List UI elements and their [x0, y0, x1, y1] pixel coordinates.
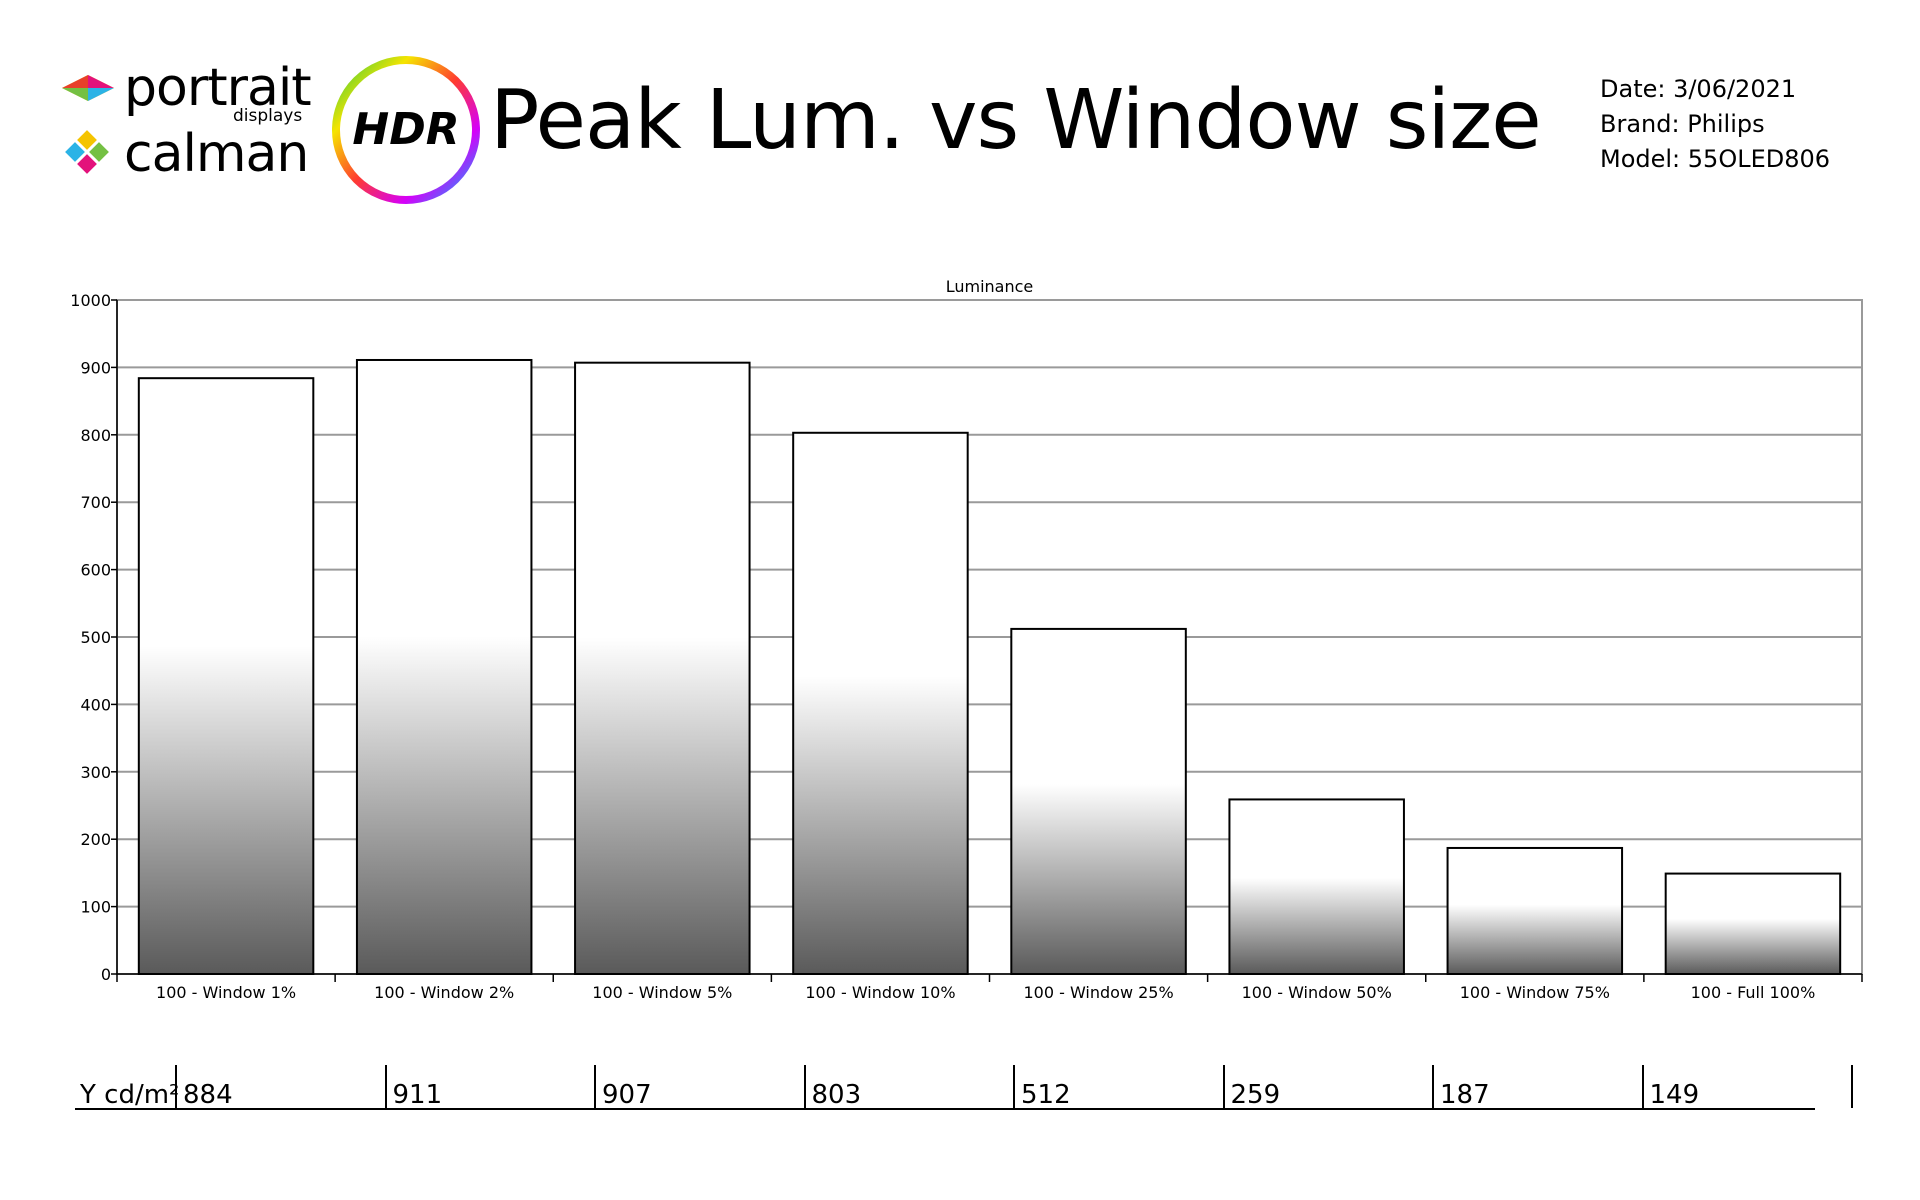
x-tick-label: 100 - Full 100% — [1691, 983, 1816, 1002]
y-tick-label: 200 — [80, 830, 111, 849]
hdr-badge-label: HDR — [352, 104, 459, 155]
y-tick-label: 1000 — [70, 291, 111, 310]
table-cell: 149 — [1641, 1065, 1852, 1110]
calman-wordmark: calman — [124, 124, 309, 184]
y-tick-label: 100 — [80, 898, 111, 917]
x-tick-label: 100 - Window 2% — [374, 983, 514, 1002]
chart-title: Luminance — [946, 277, 1034, 296]
portrait-sub-wordmark: displays — [233, 106, 303, 126]
y-tick-label: 0 — [101, 965, 111, 984]
y-tick-label: 500 — [80, 628, 111, 647]
portrait-displays-logo: portrait — [58, 58, 312, 118]
luminance-chart: Luminance 0 100 200 300 400 500 600 700 800 900 100… — [0, 260, 1920, 1020]
table-cell: 911 — [384, 1065, 595, 1110]
table-cell: 907 — [594, 1065, 804, 1110]
x-tick-label: 100 - Window 75% — [1460, 983, 1610, 1002]
y-tick-label: 700 — [80, 493, 111, 512]
report-meta: Date: 3/06/2021 Brand: Philips Model: 55… — [1600, 72, 1830, 177]
luminance-chart-svg: Luminance 0 100 200 300 400 500 600 700 800 900 100… — [70, 277, 1863, 1002]
y-tick-label: 600 — [80, 561, 111, 580]
x-tick-label: 100 - Window 5% — [592, 983, 732, 1002]
bar — [1228, 798, 1405, 976]
y-tick-label: 800 — [80, 426, 111, 445]
calman-logo-icon — [65, 130, 109, 174]
table-cell: 884 — [175, 1065, 385, 1110]
data-table: Y cd/m² 884 911 907 803 512 259 187 149 — [75, 1065, 1853, 1110]
table-end-tick — [1851, 1065, 1853, 1108]
report-model: Model: 55OLED806 — [1600, 145, 1831, 173]
bar — [1446, 846, 1624, 975]
x-tick-label: 100 - Window 50% — [1242, 983, 1392, 1002]
bar — [137, 377, 315, 975]
table-cell: 187 — [1432, 1065, 1642, 1110]
y-tick-label: 900 — [80, 358, 111, 377]
portrait-wordmark: portrait — [124, 58, 312, 118]
table-cell: 259 — [1222, 1065, 1433, 1110]
x-tick-label: 100 - Window 1% — [156, 983, 296, 1002]
y-tick-label: 300 — [80, 763, 111, 782]
bar — [792, 431, 969, 975]
table-row-label: Y cd/m² — [80, 1080, 180, 1110]
report-date: Date: 3/06/2021 — [1600, 75, 1797, 103]
bar — [355, 358, 533, 975]
x-tick-label: 100 - Window 25% — [1023, 983, 1173, 1002]
table-cell: 512 — [1013, 1065, 1223, 1110]
report-brand: Brand: Philips — [1600, 110, 1765, 138]
x-tick-label: 100 - Window 10% — [805, 983, 955, 1002]
bar — [574, 361, 751, 975]
bar — [1664, 872, 1842, 975]
y-tick-label: 400 — [80, 695, 111, 714]
bar — [1010, 627, 1187, 975]
portrait-logo-icon — [62, 75, 114, 101]
page-title: Peak Lum. vs Window size — [490, 73, 1542, 168]
hdr-badge: HDR — [328, 52, 484, 208]
table-cell: 803 — [803, 1065, 1014, 1110]
calman-logo: calman — [58, 124, 309, 184]
table-baseline — [75, 1108, 1815, 1110]
logo-block: portrait displays calman — [58, 62, 328, 192]
